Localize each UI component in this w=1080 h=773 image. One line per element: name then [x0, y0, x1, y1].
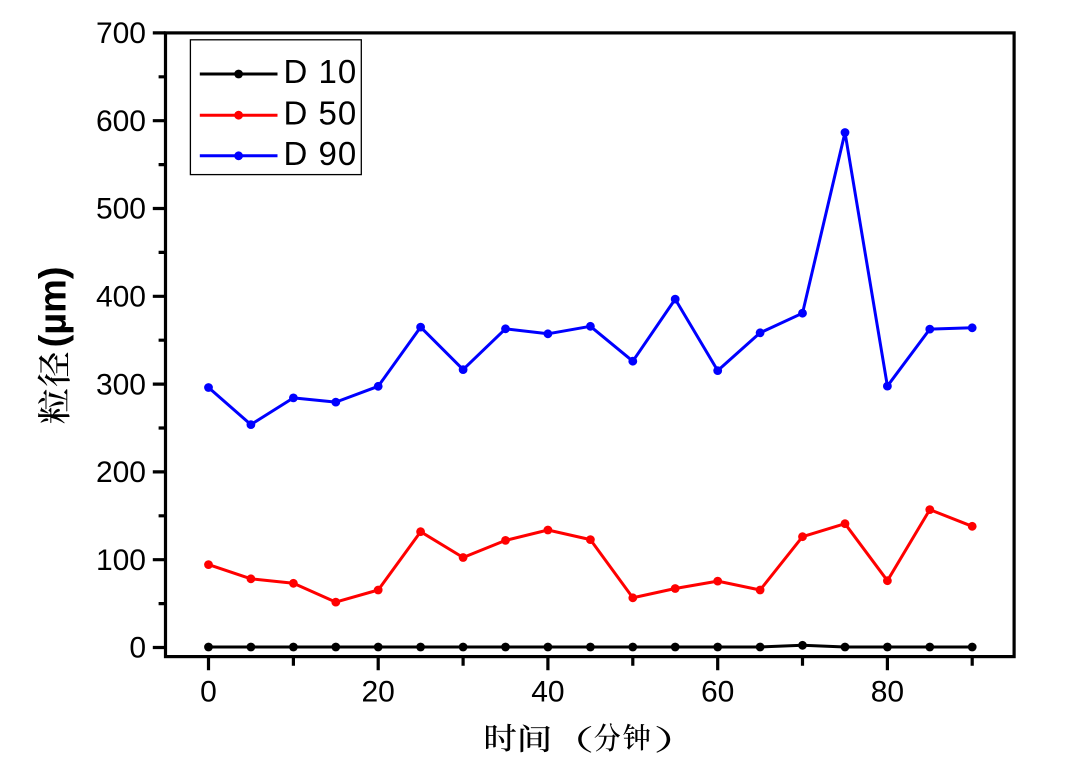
svg-text:100: 100: [96, 544, 146, 577]
svg-text:80: 80: [871, 675, 904, 708]
svg-text:40: 40: [531, 675, 564, 708]
svg-text:(µm): (µm): [33, 266, 75, 347]
svg-text:D 10: D 10: [284, 53, 358, 90]
svg-text:500: 500: [96, 193, 146, 226]
svg-text:60: 60: [701, 675, 734, 708]
svg-text:D 90: D 90: [284, 135, 358, 172]
svg-text:20: 20: [362, 675, 395, 708]
svg-text:0: 0: [200, 675, 217, 708]
svg-text:600: 600: [96, 105, 146, 138]
svg-text:0: 0: [129, 632, 146, 665]
svg-text:200: 200: [96, 456, 146, 489]
svg-text:D 50: D 50: [284, 94, 358, 131]
svg-text:700: 700: [96, 17, 146, 50]
svg-text:400: 400: [96, 281, 146, 314]
svg-text:300: 300: [96, 368, 146, 401]
